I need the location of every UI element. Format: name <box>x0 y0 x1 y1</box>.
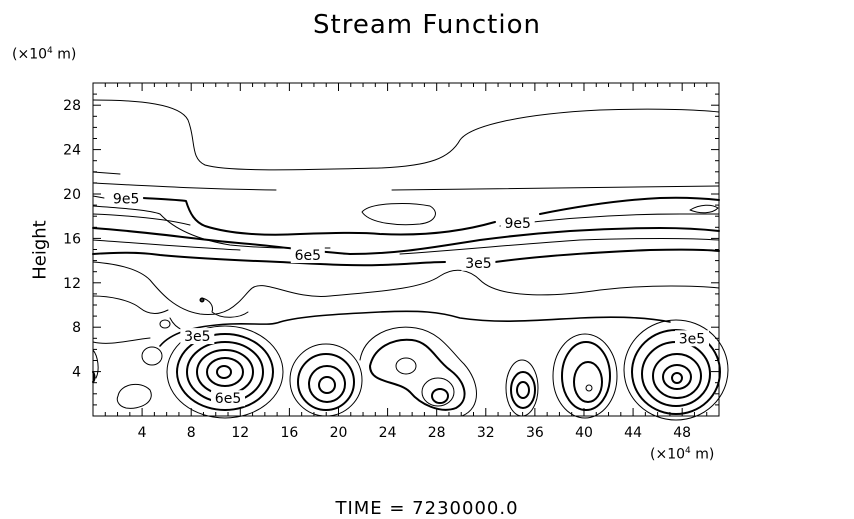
contour-labels: 9e5 9e5 6e5 3e5 3e5 3e5 6e5 <box>109 190 709 407</box>
x-tick-label: 40 <box>575 425 593 441</box>
contour-line <box>297 353 355 411</box>
y-tick-label: 12 <box>63 276 81 292</box>
contour-label-bg <box>180 328 215 345</box>
contour-line <box>92 227 720 255</box>
contour-line <box>141 346 163 366</box>
x-tick-label: 44 <box>624 425 642 441</box>
contour-line <box>142 197 496 236</box>
y-unit-suffix: m) <box>52 46 77 63</box>
contour-line <box>399 238 720 255</box>
y-axis: 4 8 12 16 20 24 28 <box>63 93 719 406</box>
y-unit-prefix: (×10 <box>12 46 48 63</box>
x-axis: 4 8 12 16 20 24 28 32 36 40 44 48 <box>104 83 708 441</box>
contour-line <box>92 251 446 267</box>
contour-line <box>176 333 274 411</box>
contour-line <box>361 203 436 226</box>
contour-line <box>391 185 720 191</box>
y-tick-label: 4 <box>72 365 81 381</box>
x-tick-label: 16 <box>280 425 298 441</box>
contour-label: 6e5 <box>215 391 241 407</box>
x-unit-exponent: 4 <box>685 446 691 456</box>
contour-line <box>652 353 702 399</box>
contour-line <box>92 337 151 344</box>
contour-line <box>166 325 284 419</box>
contour-line <box>199 297 205 303</box>
contour-label: 6e5 <box>295 248 321 264</box>
y-tick-label: 8 <box>72 320 81 336</box>
contour-label: 3e5 <box>679 331 705 347</box>
contour-line <box>369 338 466 411</box>
y-tick-label: 16 <box>63 231 81 247</box>
contour-line <box>159 319 171 329</box>
contour-label-bg <box>290 247 325 264</box>
contour-line <box>573 361 603 403</box>
contour-label-bg <box>500 214 535 231</box>
contour-line <box>539 196 720 215</box>
contour-line <box>206 357 244 387</box>
x-tick-label: 8 <box>187 425 196 441</box>
contour-label-bg <box>674 330 709 347</box>
contour-line <box>662 364 692 390</box>
contour-line <box>499 213 720 227</box>
time-footer: TIME = 7230000.0 <box>335 498 519 519</box>
contour-line <box>116 383 152 409</box>
contour-line <box>159 310 671 347</box>
contour-line <box>92 261 720 316</box>
contour-line <box>631 329 721 415</box>
x-unit-prefix: (×10 <box>650 446 686 463</box>
y-tick-label: 24 <box>63 143 81 159</box>
contour-line <box>689 204 719 214</box>
contour-label-bg <box>109 190 144 207</box>
contour-label: 3e5 <box>465 256 491 272</box>
contour-line <box>92 239 241 251</box>
contour-line <box>201 297 249 318</box>
contour-line <box>671 372 683 384</box>
contour-line <box>92 182 277 191</box>
contour-line <box>510 371 536 409</box>
x-tick-label: 28 <box>428 425 446 441</box>
contour-line <box>92 349 99 379</box>
contour-line <box>552 333 618 419</box>
contour-line <box>623 319 729 421</box>
contour-line <box>494 248 720 263</box>
contour-lines <box>92 99 729 421</box>
x-axis-unit: (×104 m) <box>650 446 714 463</box>
contour-line <box>359 326 477 417</box>
x-tick-label: 20 <box>330 425 348 441</box>
contour-line <box>216 365 232 379</box>
x-tick-label: 12 <box>231 425 249 441</box>
x-unit-suffix: m) <box>690 446 715 463</box>
contour-label: 9e5 <box>504 216 530 232</box>
contour-line <box>92 213 191 226</box>
contour-line <box>516 381 530 399</box>
y-tick-label: 20 <box>63 187 81 203</box>
contour-line <box>92 171 121 175</box>
contour-line <box>395 357 417 375</box>
x-tick-label: 32 <box>477 425 495 441</box>
x-tick-label: 36 <box>526 425 544 441</box>
contour-line <box>92 99 720 171</box>
chart-title: Stream Function <box>313 10 541 40</box>
contour-line <box>318 376 336 394</box>
y-axis-unit: (×104 m) <box>12 46 76 63</box>
x-tick-label: 24 <box>379 425 397 441</box>
contour-line <box>92 195 105 199</box>
contour-label: 9e5 <box>113 191 139 207</box>
y-unit-exponent: 4 <box>47 46 53 56</box>
contour-line <box>421 377 455 407</box>
contour-label: 3e5 <box>184 329 210 345</box>
y-tick-label: 28 <box>63 98 81 114</box>
contour-label-bg <box>211 390 246 407</box>
contour-label-bg <box>461 254 496 271</box>
contour-line <box>561 341 611 411</box>
contour-line <box>308 365 346 403</box>
contour-line <box>196 349 254 395</box>
x-tick-label: 4 <box>138 425 147 441</box>
contour-line <box>92 295 169 314</box>
contour-line <box>585 384 593 392</box>
x-tick-label: 48 <box>673 425 691 441</box>
contour-line <box>431 388 449 404</box>
